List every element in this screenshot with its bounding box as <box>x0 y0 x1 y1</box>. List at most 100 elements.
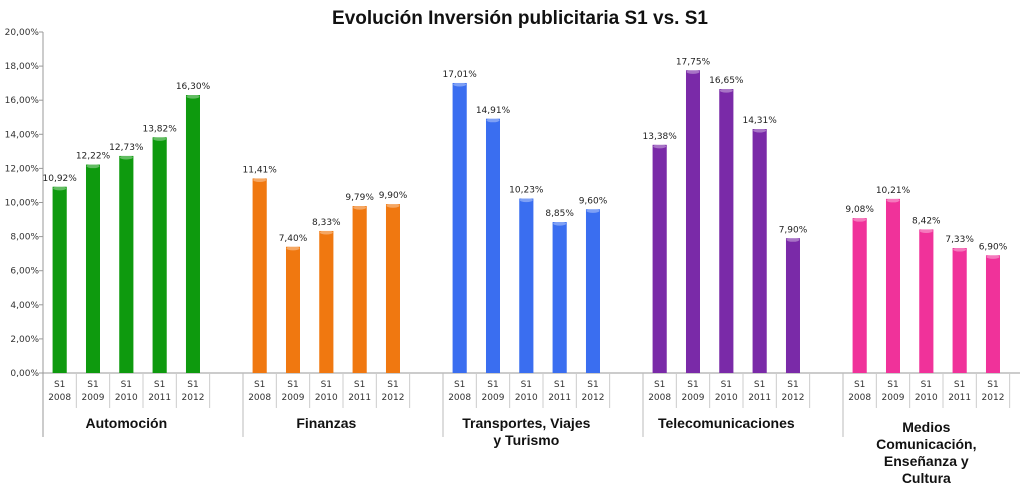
data-label: 14,31% <box>742 116 777 126</box>
bar-top <box>119 155 133 160</box>
group-label: Automoción <box>85 415 167 431</box>
data-label: 16,65% <box>709 76 744 86</box>
data-label: 12,22% <box>76 152 111 162</box>
group-label: Enseñanza y <box>884 453 969 469</box>
subcategory-label: S1 <box>87 380 98 390</box>
data-label: 9,60% <box>579 196 608 206</box>
bar-shading <box>652 144 667 373</box>
subcategory-label: S1 <box>354 380 365 390</box>
y-tick-label: 12,00% <box>5 164 40 174</box>
bar-top <box>486 118 500 123</box>
bar-shading <box>352 206 367 373</box>
bar-shading <box>685 70 700 374</box>
bar-top <box>86 164 100 169</box>
subcategory-label: 2011 <box>348 393 371 403</box>
bar-shading <box>385 204 400 373</box>
bar-top <box>353 205 367 210</box>
subcategory-label: 2012 <box>582 393 605 403</box>
bar-top <box>853 217 867 222</box>
subcategory-label: 2009 <box>882 393 905 403</box>
bar-top <box>586 208 600 213</box>
bar-shading <box>185 95 200 374</box>
subcategory-label: 2010 <box>915 393 938 403</box>
bar-top <box>386 203 400 208</box>
subcategory-label: S1 <box>987 380 998 390</box>
data-label: 16,30% <box>176 82 211 92</box>
subcategory-label: 2010 <box>315 393 338 403</box>
bar-top <box>753 128 767 133</box>
subcategory-label: 2009 <box>682 393 705 403</box>
subcategory-label: S1 <box>854 380 865 390</box>
bar-top <box>253 177 267 182</box>
bar-shading <box>52 186 67 373</box>
bar-shading <box>885 198 900 373</box>
bar-top <box>519 198 533 203</box>
bar-shading <box>452 82 467 374</box>
subcategory-label: 2009 <box>82 393 105 403</box>
subcategory-label: S1 <box>254 380 265 390</box>
subcategory-label: 2010 <box>515 393 538 403</box>
subcategory-label: 2008 <box>248 393 271 403</box>
data-label: 11,41% <box>243 165 278 175</box>
subcategory-label: S1 <box>121 380 132 390</box>
bar-shading <box>485 118 500 373</box>
subcategory-label: S1 <box>454 380 465 390</box>
bar-shading <box>785 238 800 373</box>
bar-top <box>986 254 1000 259</box>
subcategory-label: S1 <box>387 380 398 390</box>
y-tick-label: 0,00% <box>10 369 39 379</box>
subcategory-label: 2008 <box>648 393 671 403</box>
subcategory-label: 2012 <box>182 393 205 403</box>
subcategory-label: S1 <box>187 380 198 390</box>
bar-shading <box>585 209 600 373</box>
group-label: Comunicación, <box>876 436 976 452</box>
bar-top <box>786 237 800 242</box>
bar-shading <box>919 229 934 373</box>
data-label: 9,79% <box>345 193 374 203</box>
group-label: Finanzas <box>296 415 356 431</box>
subcategory-label: S1 <box>687 380 698 390</box>
bar-top <box>719 88 733 93</box>
bar-top <box>453 82 467 87</box>
subcategory-label: S1 <box>887 380 898 390</box>
bar-shading <box>552 222 567 373</box>
group-label: Telecomunicaciones <box>658 415 795 431</box>
bar-top <box>919 228 933 233</box>
subcategory-label: S1 <box>287 380 298 390</box>
data-label: 13,38% <box>643 132 678 142</box>
bar-shading <box>319 230 334 373</box>
data-label: 8,42% <box>912 216 941 226</box>
data-label: 10,23% <box>509 186 544 196</box>
group-label: y Turismo <box>493 432 559 448</box>
y-tick-label: 6,00% <box>10 267 39 277</box>
y-tick-label: 20,00% <box>5 28 40 38</box>
subcategory-label: S1 <box>721 380 732 390</box>
y-tick-label: 16,00% <box>5 96 40 106</box>
bar-top <box>553 221 567 226</box>
data-label: 7,40% <box>279 234 308 244</box>
data-label: 14,91% <box>476 106 511 116</box>
subcategory-label: 2011 <box>548 393 571 403</box>
bar-top <box>886 198 900 203</box>
bar-top <box>953 247 967 252</box>
chart-title: Evolución Inversión publicitaria S1 vs. … <box>332 8 708 29</box>
subcategory-label: S1 <box>54 380 65 390</box>
y-tick-label: 18,00% <box>5 62 40 72</box>
data-label: 10,21% <box>876 186 911 196</box>
bar-shading <box>252 178 267 373</box>
bar-shading <box>852 218 867 373</box>
subcategory-label: S1 <box>921 380 932 390</box>
bar-shading <box>119 155 134 373</box>
bar-shading <box>519 198 534 373</box>
group-label: Transportes, Viajes <box>462 415 590 431</box>
subcategory-label: 2008 <box>48 393 71 403</box>
subcategory-label: 2009 <box>482 393 505 403</box>
data-label: 9,08% <box>845 205 874 215</box>
y-tick-label: 4,00% <box>10 301 39 311</box>
data-label: 8,85% <box>545 209 574 219</box>
subcategory-label: S1 <box>787 380 798 390</box>
subcategory-label: 2009 <box>282 393 305 403</box>
subcategory-label: 2008 <box>848 393 871 403</box>
y-tick-label: 2,00% <box>10 335 39 345</box>
